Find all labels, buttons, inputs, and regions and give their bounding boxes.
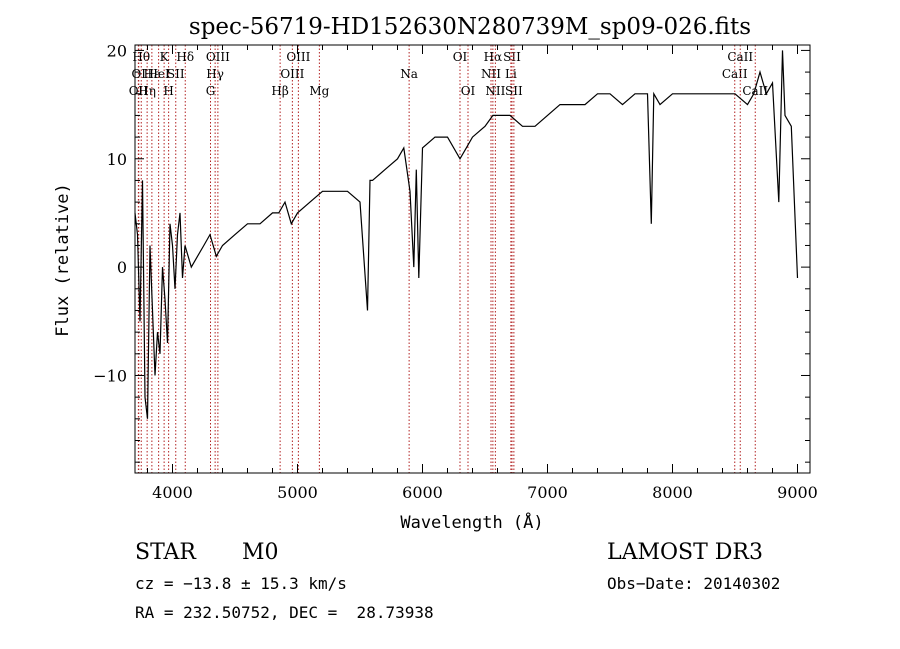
chart-title: spec-56719-HD152630N280739M_sp09-026.fit… (189, 14, 751, 40)
x-tick-label: 6000 (402, 483, 443, 502)
object-class: STAR (135, 540, 196, 565)
line-marker-label: Hη (138, 84, 156, 98)
line-marker-label: CaII (742, 84, 768, 98)
line-marker-label: OI (461, 84, 476, 98)
line-marker-label: H (163, 84, 173, 98)
x-tick-label: 7000 (527, 483, 568, 502)
line-marker-label: Hα (484, 50, 503, 64)
x-tick-label: 4000 (152, 483, 193, 502)
line-marker-label: CaII (722, 67, 748, 81)
line-marker-label: Li (505, 67, 517, 81)
line-marker-label: OIII (206, 50, 230, 64)
line-marker-label: SII (167, 67, 185, 81)
x-tick-label: 8000 (652, 483, 693, 502)
line-marker-label: OIII (286, 50, 310, 64)
y-tick-label: −10 (93, 366, 127, 385)
y-tick-label: 0 (117, 258, 127, 277)
line-marker-label: Hδ (176, 50, 194, 64)
line-marker-label: G (206, 84, 216, 98)
y-axis: −10 0 10 20 (93, 41, 810, 463)
x-tick-label: 9000 (777, 483, 818, 502)
line-marker-label: NII (485, 84, 505, 98)
x-tick-label: 5000 (277, 483, 318, 502)
line-marker-label: Hθ (132, 50, 150, 64)
line-marker-label: Mg (309, 84, 329, 98)
line-marker-label: K (160, 50, 170, 64)
survey-name: LAMOST DR3 (607, 540, 763, 565)
line-marker-label: Na (400, 67, 418, 81)
line-marker-label: SII (503, 50, 521, 64)
obs-date: Obs−Date: 20140302 (607, 574, 781, 593)
line-marker-label: CaII (727, 50, 753, 64)
line-marker-label: Hε (144, 67, 161, 81)
line-marker-label: NII (481, 67, 501, 81)
plot-frame (134, 44, 811, 474)
spectrum-line (134, 50, 799, 419)
object-subclass: M0 (242, 540, 279, 565)
y-tick-label: 10 (107, 150, 127, 169)
y-axis-label: Flux (relative) (53, 183, 73, 337)
coordinates: RA = 232.50752, DEC = 28.73938 (135, 603, 434, 622)
line-marker-label: Hγ (206, 67, 224, 81)
redshift-readout: cz = −13.8 ± 15.3 km/s (135, 574, 347, 593)
line-marker-label: OI (453, 50, 468, 64)
line-marker-label: SII (505, 84, 523, 98)
y-tick-label: 20 (107, 41, 127, 60)
x-axis-label: Wavelength (Å) (400, 511, 543, 533)
x-axis: 4000 5000 6000 7000 8000 9000 (147, 45, 818, 502)
line-markers: OIIOIHθHηHεHeIKHSIIHδGHγOIIIHβOIIIOIIIMg… (129, 45, 768, 473)
line-marker-label: OIII (280, 67, 304, 81)
line-marker-label: Hβ (271, 84, 288, 98)
